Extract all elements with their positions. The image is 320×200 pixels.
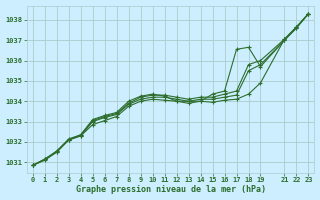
- X-axis label: Graphe pression niveau de la mer (hPa): Graphe pression niveau de la mer (hPa): [76, 185, 266, 194]
